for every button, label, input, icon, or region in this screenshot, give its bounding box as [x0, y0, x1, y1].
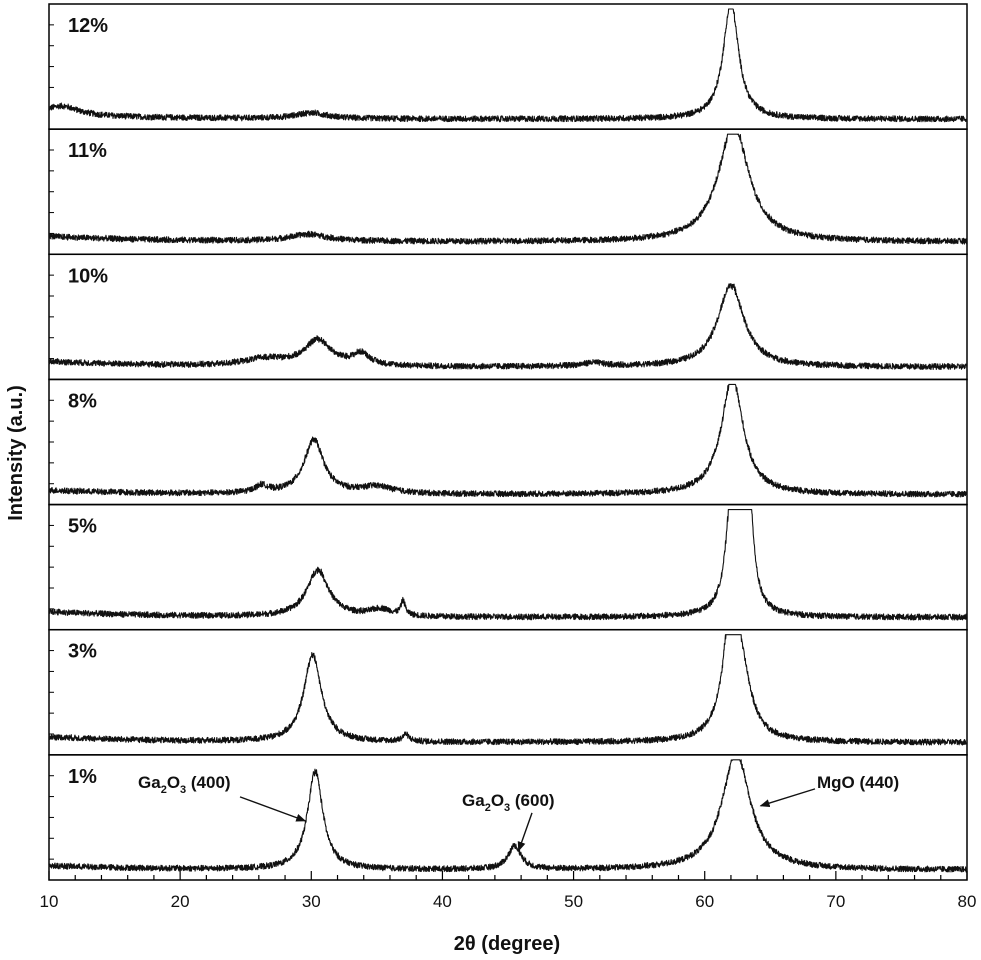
x-tick-label: 10 [40, 892, 59, 911]
x-axis: 10 20 30 40 50 60 70 80 [40, 871, 977, 911]
subscript: 2 [161, 784, 167, 796]
series-line [48, 634, 968, 746]
panel-label: 10% [68, 265, 108, 287]
series-line [48, 8, 968, 123]
x-tick-label: 30 [302, 892, 321, 911]
x-tick-label: 20 [171, 892, 190, 911]
annotations-group: Ga2O3 (400)Ga2O3 (600)MgO (440) [138, 773, 899, 852]
annotation-text: O [167, 773, 180, 792]
panel-label: 8% [68, 390, 97, 412]
subscript: 2 [485, 802, 491, 814]
panel-frame [48, 628, 968, 756]
panel-frame [48, 253, 968, 381]
panel-label: 12% [68, 15, 108, 37]
x-tick-label: 60 [695, 892, 714, 911]
panel-label: 11% [68, 140, 107, 162]
panel-label: 5% [68, 516, 97, 538]
x-tick-label: 50 [564, 892, 583, 911]
annotation-arrow [759, 788, 816, 807]
panel-label: 1% [68, 766, 97, 788]
y-axis-title: Intensity (a.u.) [5, 385, 27, 521]
x-tick-label: 70 [826, 892, 845, 911]
annotation-text: Ga [138, 773, 161, 792]
series-line [48, 759, 968, 873]
series-line [48, 383, 968, 498]
x-tick-label: 80 [958, 892, 977, 911]
panel-frame [48, 3, 968, 130]
peak-annotation: MgO (440) [817, 773, 899, 792]
annotation-arrow [239, 796, 307, 822]
panels-group: 12% 11% 10% 8% 5% 3% 1% [48, 3, 968, 881]
series-line [48, 283, 968, 371]
subscript: 3 [504, 802, 510, 814]
peak-annotation: Ga2O3 (400) [138, 773, 231, 796]
series-line [48, 133, 968, 245]
panel-5pct: 5% [48, 503, 968, 631]
panel-frame [48, 378, 968, 506]
subscript: 3 [180, 784, 186, 796]
annotation-text: (600) [510, 791, 554, 810]
panel-10pct: 10% [48, 253, 968, 381]
panel-3pct: 3% [48, 628, 968, 756]
annotation-text: (400) [186, 773, 230, 792]
peak-annotation: Ga2O3 (600) [462, 791, 555, 814]
panel-11pct: 11% [48, 128, 968, 256]
panel-1pct: 1% [48, 754, 968, 881]
series-line [48, 509, 968, 621]
panel-label: 3% [68, 641, 97, 663]
x-axis-title: 2θ (degree) [454, 933, 560, 955]
x-tick-label: 40 [433, 892, 452, 911]
annotation-text: Ga [462, 791, 485, 810]
panel-12pct: 12% [48, 3, 968, 130]
annotation-text: O [491, 791, 504, 810]
annotation-arrow [517, 812, 533, 852]
panel-frame [48, 503, 968, 631]
annotation-text: MgO (440) [817, 773, 899, 792]
panel-8pct: 8% [48, 378, 968, 506]
